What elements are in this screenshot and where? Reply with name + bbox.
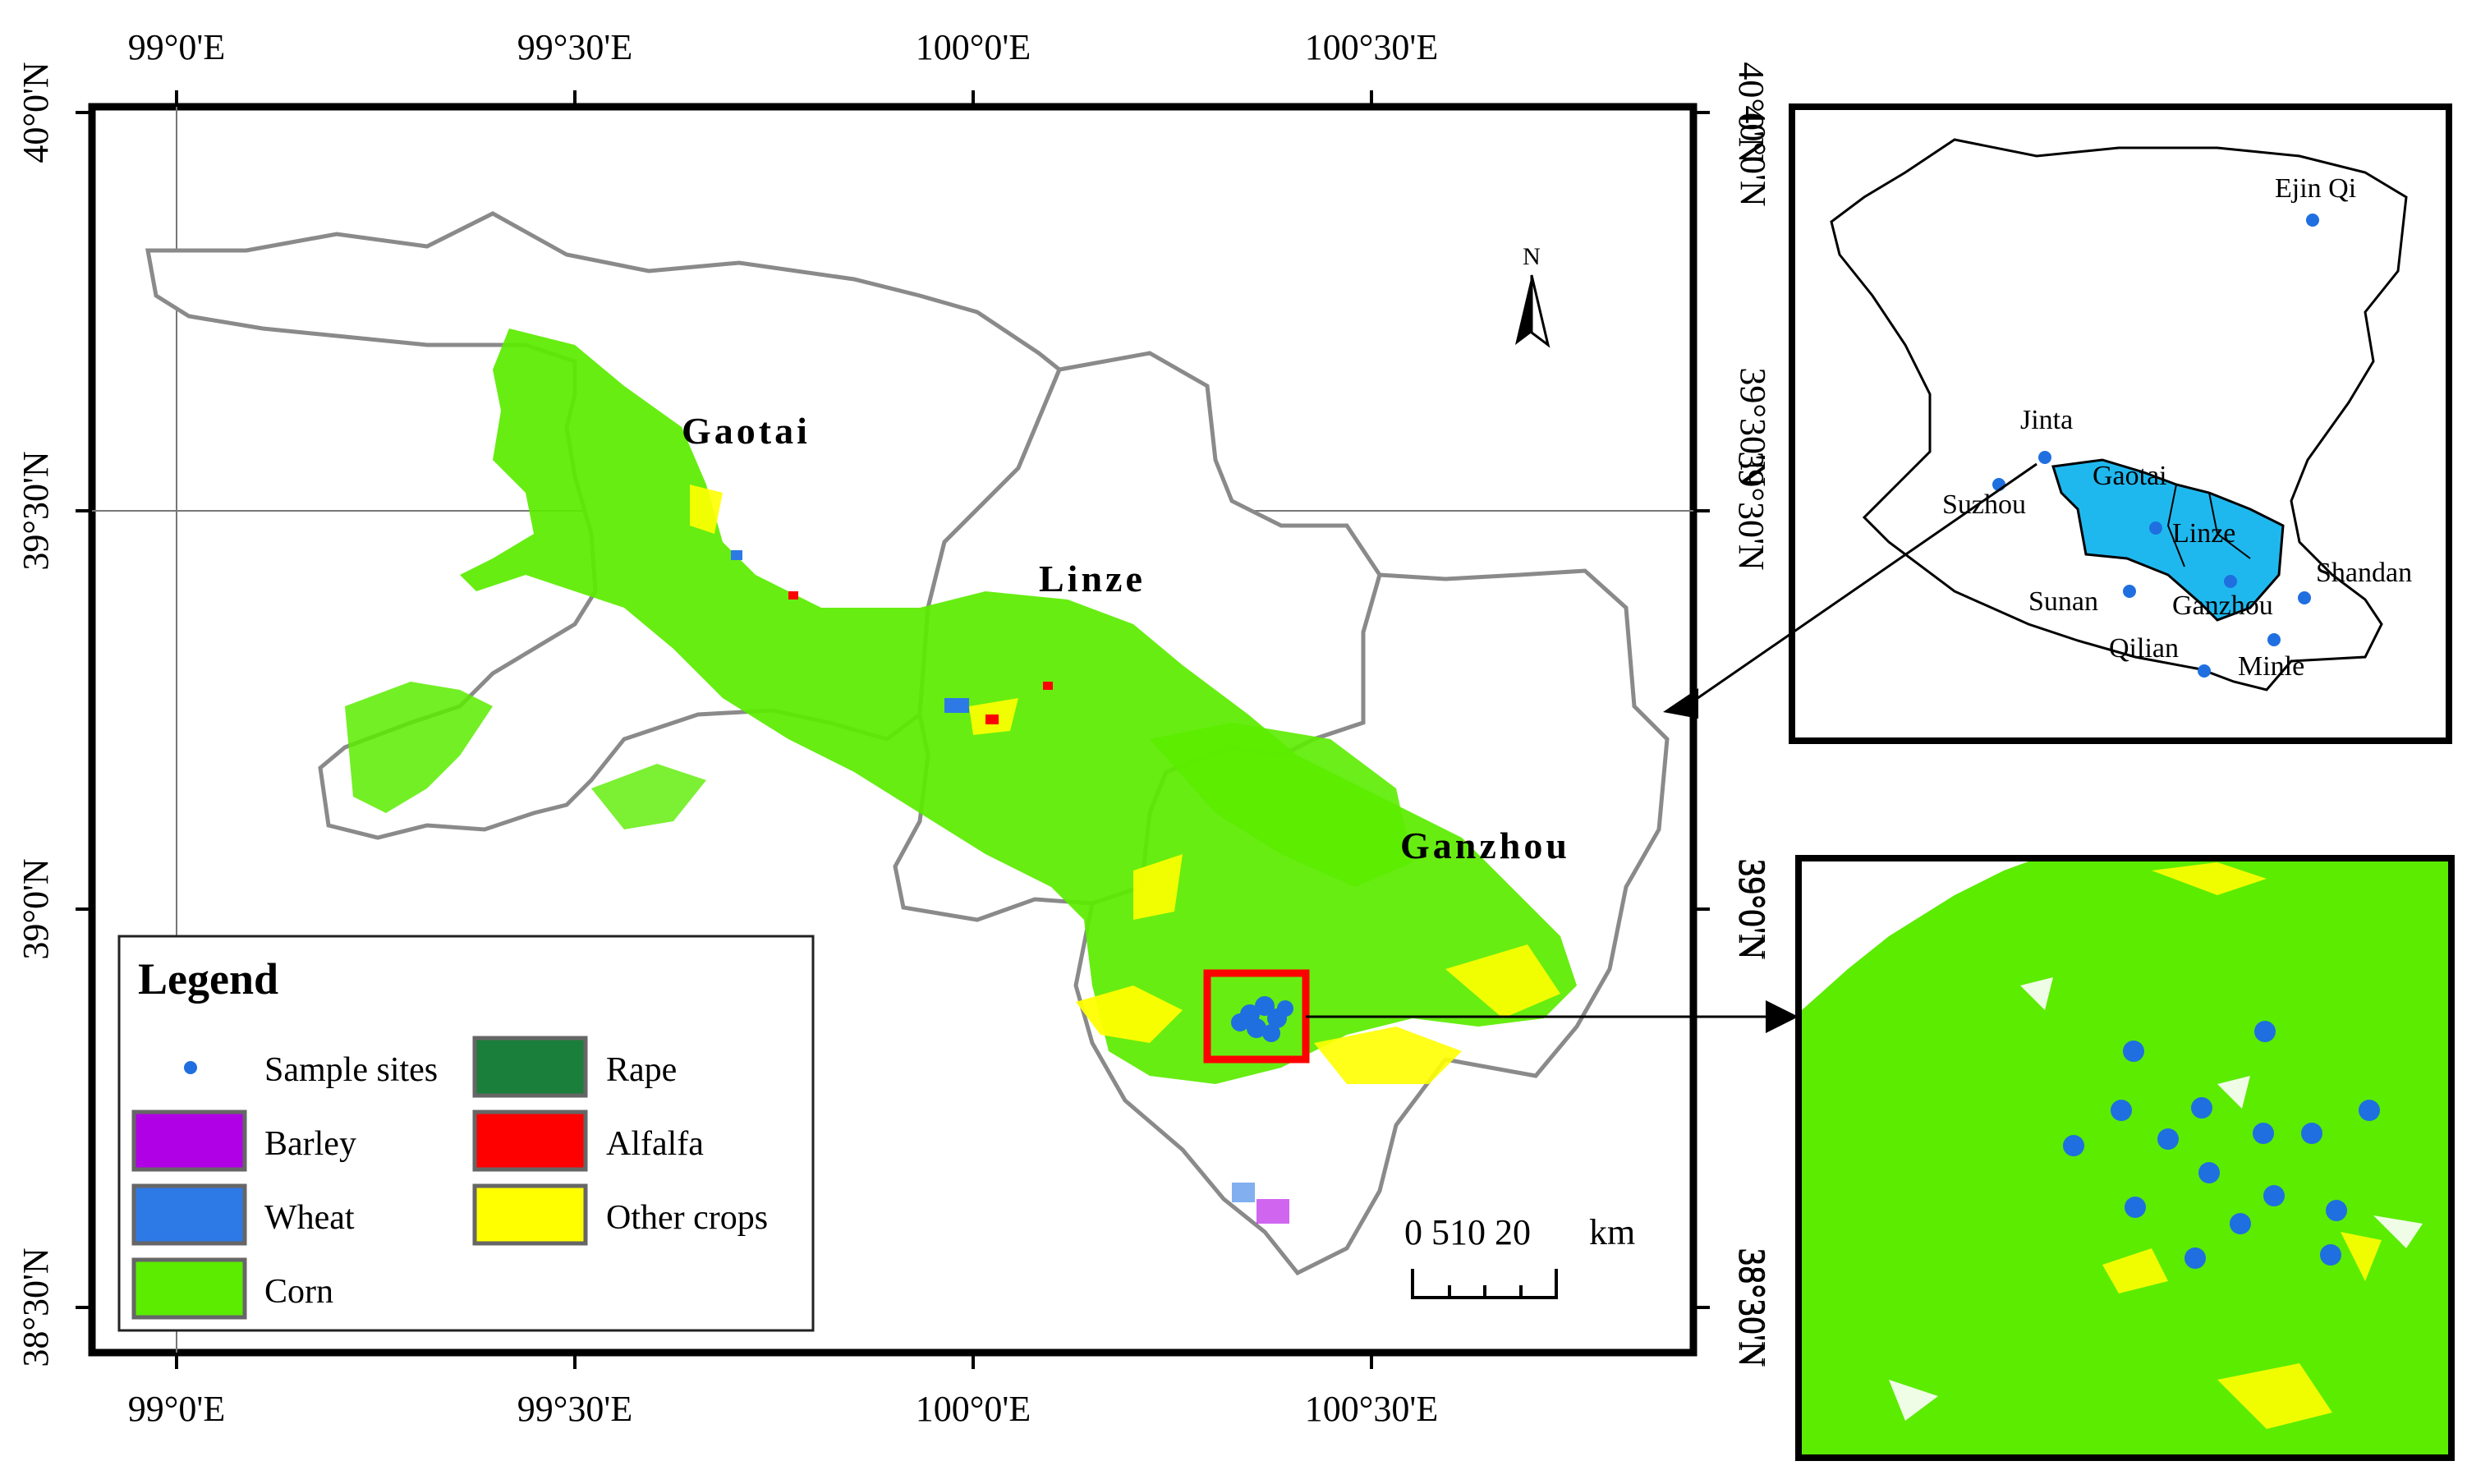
inset-place-labels: Ejin Qi Jinta Suzhou Gaotai Linze Sunan …: [1942, 173, 2412, 682]
lon-label-top-4: 100°30'E: [1305, 27, 1438, 67]
lat-label-right-4: 38°30'N: [1731, 1247, 1771, 1367]
lat-label-right-2: 39°30'N: [1731, 451, 1771, 570]
scale-bar: 0 510 20 km: [1404, 1212, 1635, 1299]
inset-label-ejin-qi: Ejin Qi: [2275, 173, 2356, 204]
inset-lat-label-2: 39°30'N: [1733, 367, 1773, 486]
legend-sample-sites-dot: [184, 1061, 197, 1074]
zoom-other-crops: [2102, 862, 2382, 1429]
inset-label-minle: Minle: [2238, 651, 2304, 682]
inset-connector-arrowhead: [1663, 688, 1698, 719]
north-arrow-icon: [1515, 275, 1532, 345]
legend-swatch-rape: [472, 1036, 588, 1098]
inset-label-qilian: Qilian: [2109, 633, 2179, 664]
inset-label-linze: Linze: [2172, 518, 2235, 549]
inset-label-gaotai: Gaotai: [2093, 461, 2167, 491]
zoom-white-patches: [1889, 977, 2423, 1421]
main-map: Gaotai Linze Ganzhou N 0 510 20 km Legen…: [16, 27, 1771, 1429]
lon-label-top-2: 99°30'E: [517, 27, 632, 67]
lat-label-left-3: 39°0'N: [16, 858, 56, 959]
zoom-lat-label-2: 38°30'N: [1733, 1247, 1773, 1367]
legend-swatch-wheat: [131, 1183, 247, 1246]
legend-swatch-barley: [131, 1110, 247, 1172]
inset-map: Ejin Qi Jinta Suzhou Gaotai Linze Sunan …: [1733, 103, 2452, 744]
zoom-map: 39°0'N 38°30'N: [1733, 855, 2455, 1461]
county-label-ganzhou: Ganzhou: [1400, 825, 1570, 866]
zoom-connector-arrowhead: [1766, 1000, 1799, 1033]
zoom-map-frame: [1795, 855, 2455, 1461]
legend-swatch-other-crops: [472, 1183, 588, 1246]
lon-label-top-1: 99°0'E: [128, 27, 225, 67]
zoom-sample-sites: [2063, 1021, 2380, 1269]
lat-label-left-4: 38°30'N: [16, 1247, 56, 1367]
main-map-sample-sites: [1231, 996, 1293, 1042]
county-label-linze: Linze: [1039, 558, 1146, 600]
county-label-gaotai: Gaotai: [682, 410, 811, 452]
legend-swatch-corn: [131, 1257, 247, 1320]
inset-label-ganzhou: Ganzhou: [2172, 590, 2273, 621]
inset-label-suzhou: Suzhou: [1942, 489, 2026, 520]
connector-arrows: [1306, 462, 2037, 1033]
lat-label-left-1: 40°0'N: [16, 62, 56, 163]
inset-lat-label-1: 40°0'N: [1733, 105, 1773, 206]
north-arrow-label: N: [1523, 243, 1541, 270]
zoom-nonfarmland: [1802, 861, 2028, 1010]
scale-bar-ticks: 0 510 20: [1404, 1212, 1531, 1252]
north-arrow: N: [1515, 243, 1550, 348]
other-crops-landcover: [690, 485, 1560, 1084]
inset-label-jinta: Jinta: [2020, 405, 2073, 435]
lon-label-bottom-2: 99°30'E: [517, 1389, 632, 1429]
legend-title: Legend: [138, 954, 278, 1004]
inset-label-shandan: Shandan: [2316, 558, 2412, 588]
legend: Legend Sample sites Rape Barley Alfalfa …: [117, 935, 815, 1332]
legend-label-alfalfa: Alfalfa: [606, 1125, 704, 1163]
legend-label-corn: Corn: [264, 1273, 333, 1311]
wheat-alfalfa-patches: [731, 550, 1289, 1224]
legend-label-rape: Rape: [606, 1051, 677, 1089]
legend-swatch-alfalfa: [472, 1110, 588, 1172]
main-map-ticks: [76, 90, 1710, 1369]
scale-bar-unit: km: [1589, 1212, 1635, 1252]
legend-label-barley: Barley: [264, 1125, 356, 1163]
lat-label-right-1: 40°0'N: [1731, 62, 1771, 163]
lat-label-left-2: 39°30'N: [16, 451, 56, 570]
lon-label-bottom-4: 100°30'E: [1305, 1389, 1438, 1429]
inset-connector-line: [1691, 462, 2037, 704]
zoom-lat-label-1: 39°0'N: [1733, 858, 1773, 959]
legend-label-sample-sites: Sample sites: [264, 1051, 438, 1089]
inset-label-sunan: Sunan: [2028, 586, 2098, 617]
lat-label-right-3: 39°0'N: [1731, 858, 1771, 959]
lon-label-top-3: 100°0'E: [916, 27, 1031, 67]
legend-label-wheat: Wheat: [264, 1199, 355, 1237]
legend-label-other-crops: Other crops: [606, 1199, 768, 1237]
lon-label-bottom-1: 99°0'E: [128, 1389, 225, 1429]
lon-label-bottom-3: 100°0'E: [916, 1389, 1031, 1429]
corn-landcover: [345, 329, 1577, 1084]
